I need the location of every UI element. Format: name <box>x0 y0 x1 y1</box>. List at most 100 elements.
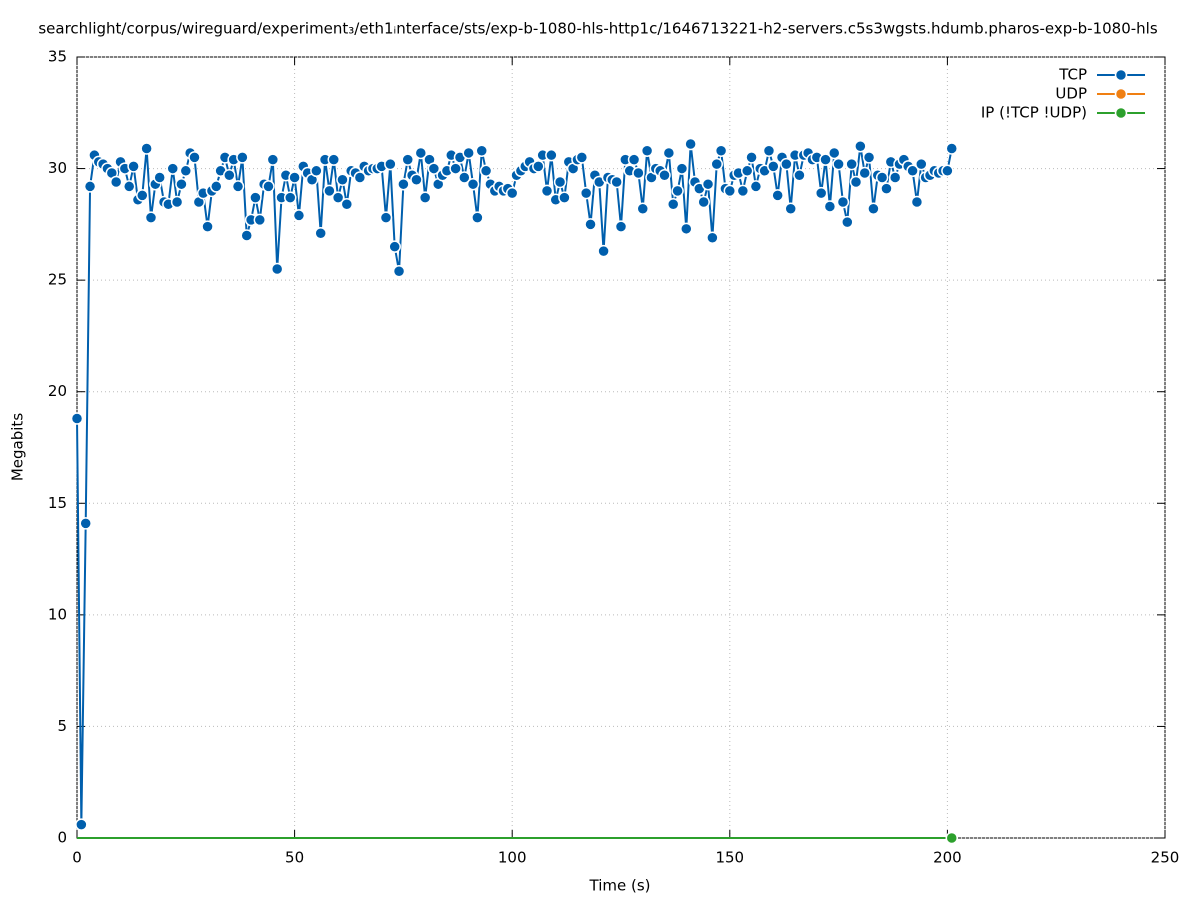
data-point <box>915 157 928 171</box>
data-point <box>336 173 349 186</box>
data-point <box>292 209 306 222</box>
data-point <box>136 189 149 202</box>
data-point <box>827 146 841 160</box>
data-point <box>579 186 593 200</box>
data-point <box>584 218 597 231</box>
data-point <box>144 211 158 224</box>
data-point <box>253 213 267 227</box>
data-point <box>636 202 650 215</box>
data-point <box>379 211 393 224</box>
data-point <box>767 160 780 173</box>
data-point <box>323 184 336 198</box>
data-point <box>784 202 797 215</box>
data-point <box>841 215 854 229</box>
data-point <box>414 146 428 160</box>
data-point <box>310 164 323 178</box>
data-point <box>910 195 924 209</box>
data-point <box>283 191 297 204</box>
data-point <box>714 144 728 157</box>
data-point <box>79 517 92 530</box>
data-point <box>179 164 193 178</box>
data-point <box>166 162 179 175</box>
data-point <box>945 142 959 155</box>
legend-label: UDP <box>1055 85 1087 103</box>
data-point <box>140 142 153 155</box>
data-point <box>384 157 397 171</box>
data-point <box>427 162 441 175</box>
data-point <box>545 148 558 162</box>
data-point <box>188 151 201 164</box>
data-point <box>749 180 763 193</box>
legend-marker <box>1114 87 1128 101</box>
data-point <box>170 195 184 209</box>
y-tick-label: 30 <box>48 159 67 177</box>
data-point <box>906 164 919 178</box>
data-point <box>122 180 136 193</box>
data-point <box>875 171 889 184</box>
y-tick-label: 20 <box>48 382 67 400</box>
data-point <box>762 144 776 157</box>
x-tick-label: 150 <box>715 849 744 867</box>
data-point <box>327 153 341 166</box>
data-point <box>867 202 880 215</box>
y-tick-label: 5 <box>57 717 67 735</box>
data-point <box>240 229 253 242</box>
data-point <box>666 198 680 211</box>
data-point <box>845 157 858 171</box>
x-tick-label: 50 <box>285 849 304 867</box>
data-point <box>945 831 959 845</box>
data-point <box>231 180 245 193</box>
data-point <box>418 191 432 204</box>
data-point <box>109 175 123 189</box>
data-point <box>614 220 628 233</box>
data-point <box>597 244 610 258</box>
data-point <box>410 173 423 186</box>
data-point <box>745 151 758 164</box>
data-point <box>127 160 140 173</box>
data-point <box>675 162 689 175</box>
data-point <box>680 222 693 236</box>
data-point <box>627 153 641 166</box>
y-tick-label: 10 <box>48 605 67 623</box>
data-point <box>888 171 902 184</box>
data-point <box>75 818 88 831</box>
data-point <box>153 171 166 184</box>
data-point <box>701 177 715 191</box>
data-point <box>780 157 793 171</box>
data-point <box>249 191 262 204</box>
data-point <box>610 175 623 189</box>
data-point <box>70 412 84 425</box>
data-point <box>175 177 188 191</box>
data-point <box>505 186 519 200</box>
chart-title: searchlight/corpus/wireguard/experiment₃… <box>38 20 1158 38</box>
data-point <box>471 211 484 224</box>
data-point <box>858 166 871 180</box>
data-point <box>836 195 850 209</box>
legend-marker <box>1114 106 1128 120</box>
y-tick-label: 0 <box>57 829 67 847</box>
data-point <box>793 169 806 182</box>
data-point <box>266 153 280 166</box>
data-point <box>262 180 275 193</box>
data-point <box>941 164 954 178</box>
data-point <box>83 180 97 193</box>
data-point <box>658 169 671 182</box>
data-point <box>832 157 845 171</box>
data-point <box>223 169 236 182</box>
data-point <box>449 162 462 175</box>
data-point <box>697 195 710 209</box>
data-point <box>479 164 493 178</box>
data-point <box>706 231 719 244</box>
data-point <box>392 264 406 278</box>
data-point <box>331 191 345 204</box>
data-point <box>814 186 828 200</box>
data-point <box>388 240 401 253</box>
data-point <box>862 151 876 164</box>
data-point <box>880 182 893 195</box>
data-point <box>353 171 367 184</box>
data-point <box>475 144 488 157</box>
data-point <box>397 177 410 191</box>
legend-marker <box>1114 68 1128 82</box>
data-point <box>540 184 554 198</box>
